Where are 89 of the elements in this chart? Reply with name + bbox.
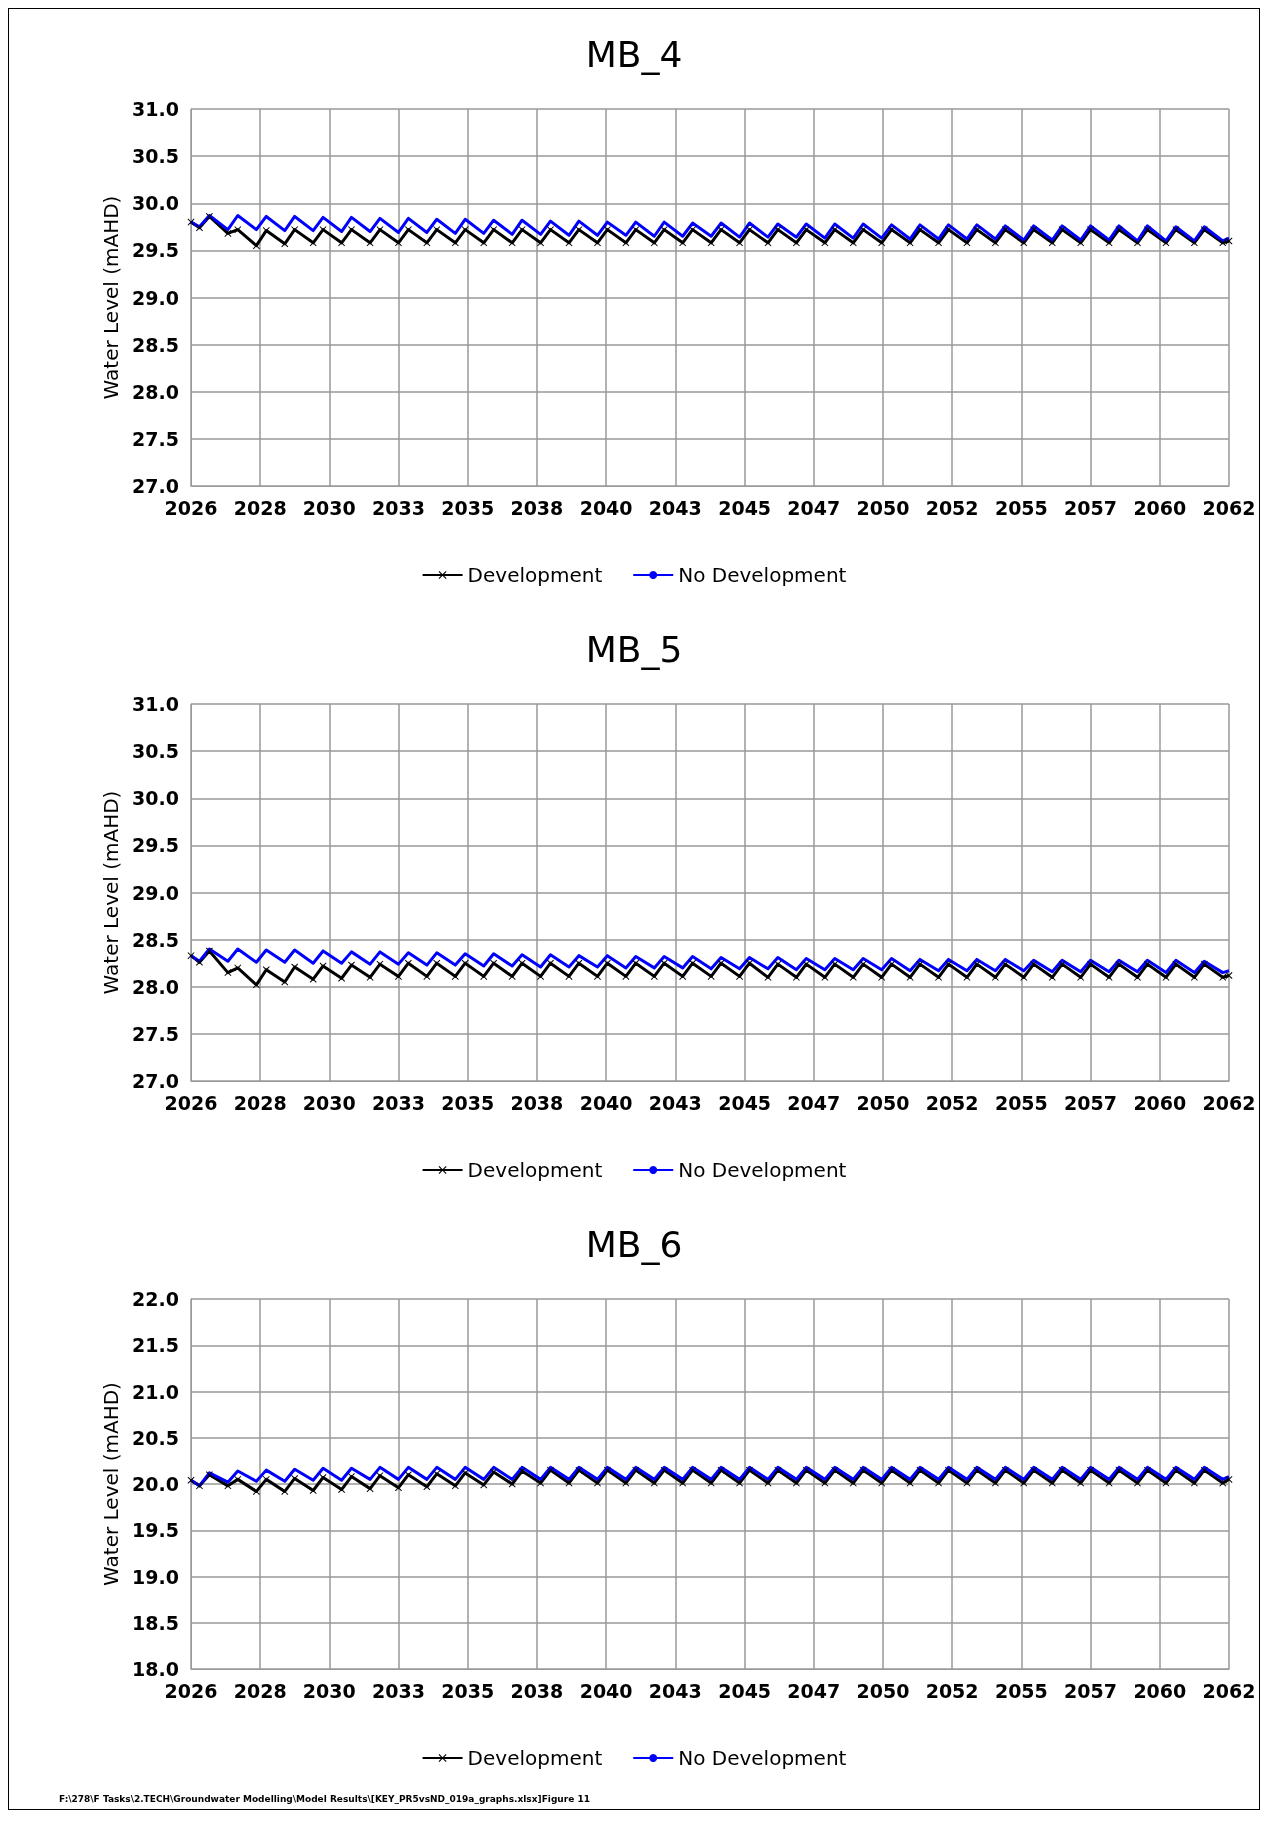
y-tick-label: 20.5	[132, 1426, 179, 1449]
y-axis-title: Water Level (mAHD)	[99, 1382, 123, 1586]
x-tick-label: 2043	[648, 496, 702, 519]
y-tick-label: 29.5	[132, 239, 179, 262]
text: F:\278\F Tasks\2.TECH\Groundwater Modelling\Model Results\[KEY_PR5vsND_019a_graphs.xlsx]Figure 11	[59, 1793, 590, 1804]
x-tick-label: 2030	[302, 1679, 356, 1702]
x-tick-label: 2060	[1133, 496, 1187, 519]
x-tick-label: 2055	[994, 496, 1048, 519]
y-tick-label: 21.0	[132, 1380, 179, 1403]
y-tick-label: 28.0	[132, 975, 179, 998]
y-tick-label: 30.5	[132, 740, 179, 763]
y-tick-label: 29.0	[132, 881, 179, 904]
x-tick-label: 2030	[302, 1091, 356, 1114]
x-tick-label: 2028	[233, 1679, 287, 1702]
y-tick-label: 18.5	[132, 1611, 179, 1634]
y-tick-label: 30.0	[132, 192, 179, 215]
y-tick-label: 29.0	[132, 286, 179, 309]
y-tick-label: 27.5	[132, 1022, 179, 1045]
x-tick-label: 2047	[787, 1679, 841, 1702]
x-tick-label: 2038	[510, 1679, 564, 1702]
x-tick-label: 2050	[856, 496, 910, 519]
x-tick-label: 2045	[718, 496, 772, 519]
y-tick-label: 22.0	[132, 1288, 179, 1310]
x-tick-label: 2033	[372, 1679, 425, 1702]
y-tick-label: 30.0	[132, 787, 179, 810]
x-tick-label: 2055	[994, 1091, 1048, 1114]
x-tick-label: 2026	[164, 496, 218, 519]
y-tick-label: 20.0	[132, 1473, 179, 1495]
x-tick-label: 2057	[1064, 1091, 1117, 1114]
x-tick-label: 2052	[925, 1679, 979, 1702]
y-axis-title: Water Level (mAHD)	[99, 790, 123, 995]
x-tick-label: 2045	[718, 1679, 772, 1702]
x-tick-label: 2057	[1064, 1679, 1117, 1702]
x-tick-label: 2050	[856, 1679, 910, 1702]
x-tick-label: 2047	[787, 1091, 841, 1114]
legend-label: Development	[467, 1158, 603, 1182]
x-tick-label: 2035	[441, 1091, 495, 1114]
x-tick-label: 2028	[233, 1091, 287, 1114]
x-tick-label: 2047	[787, 496, 841, 519]
legend-label: No Development	[678, 1158, 847, 1182]
legend-label: Development	[467, 563, 603, 587]
line-series	[189, 1465, 1231, 1488]
x-tick-label: 2060	[1133, 1679, 1187, 1702]
x-tick-label: 2035	[441, 1679, 495, 1702]
x-tick-label: 2035	[441, 496, 495, 519]
y-tick-label: 31.0	[132, 693, 179, 715]
y-tick-label: 27.0	[132, 475, 179, 497]
x-tick-label: 2038	[510, 1091, 564, 1114]
y-tick-label: 19.0	[132, 1565, 179, 1588]
x-tick-label: 2045	[718, 1091, 772, 1114]
x-tick-label: 2043	[648, 1679, 702, 1702]
chart-title: MB_6	[585, 1223, 683, 1265]
y-tick-label: 18.0	[132, 1658, 179, 1680]
chart-title: MB_4	[585, 33, 683, 75]
x-tick-label: 2050	[856, 1091, 910, 1114]
x-tick-label: 2026	[164, 1091, 218, 1114]
x-tick-label: 2028	[233, 496, 287, 519]
y-axis-title: Water Level (mAHD)	[99, 195, 123, 400]
x-tick-label: 2040	[579, 1091, 633, 1114]
x-tick-label: 2052	[925, 1091, 979, 1114]
x-tick-label: 2033	[372, 496, 425, 519]
x-tick-label: 2062	[1202, 496, 1256, 519]
x-tick-label: 2052	[925, 496, 979, 519]
y-tick-label: 28.5	[132, 333, 179, 356]
y-tick-label: 21.5	[132, 1334, 179, 1357]
x-tick-label: 2030	[302, 496, 356, 519]
y-tick-label: 19.5	[132, 1519, 179, 1542]
y-tick-label: 27.0	[132, 1070, 179, 1092]
x-tick-label: 2043	[648, 1091, 702, 1114]
legend-label: Development	[467, 1746, 603, 1770]
x-tick-label: 2055	[994, 1679, 1048, 1702]
x-tick-label: 2062	[1202, 1679, 1256, 1702]
x-tick-label: 2040	[579, 1679, 633, 1702]
x-tick-label: 2038	[510, 496, 564, 519]
legend-label: No Development	[678, 1746, 847, 1770]
chart-title: MB_5	[585, 628, 683, 670]
y-tick-label: 30.5	[132, 145, 179, 168]
x-tick-label: 2026	[164, 1679, 218, 1702]
y-tick-label: 28.0	[132, 380, 179, 403]
y-tick-label: 31.0	[132, 98, 179, 120]
x-tick-label: 2040	[579, 496, 633, 519]
legend-label: No Development	[678, 563, 847, 587]
x-tick-label: 2057	[1064, 496, 1117, 519]
y-tick-label: 29.5	[132, 834, 179, 857]
y-tick-label: 28.5	[132, 928, 179, 951]
y-tick-label: 27.5	[132, 427, 179, 450]
x-tick-label: 2062	[1202, 1091, 1256, 1114]
x-tick-label: 2060	[1133, 1091, 1187, 1114]
x-tick-label: 2033	[372, 1091, 425, 1114]
